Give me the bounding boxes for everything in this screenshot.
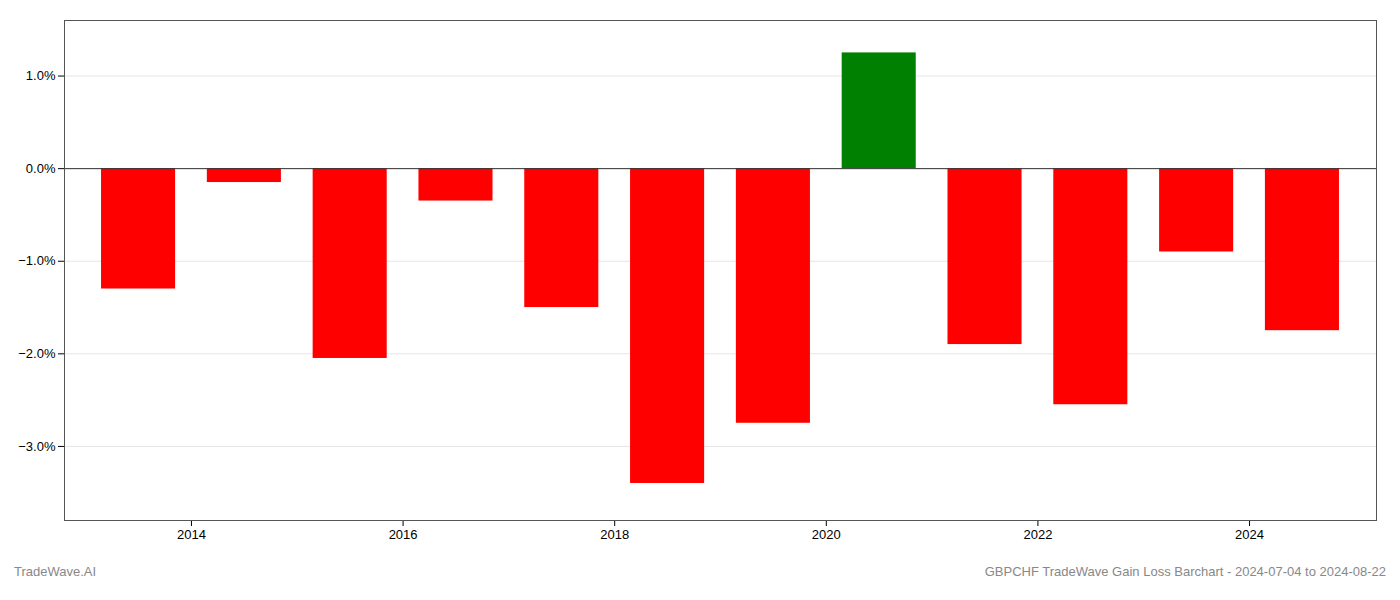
svg-text:2022: 2022 [1023,527,1052,542]
svg-text:2014: 2014 [177,527,206,542]
html-text:GBPCHF TradeWave Gain Loss Bar: GBPCHF TradeWave Gain Loss Barchart - 20… [984,564,1386,579]
svg-text:−3.0%: −3.0% [18,439,56,454]
svg-text:−1.0%: −1.0% [18,253,56,268]
svg-text:2024: 2024 [1235,527,1264,542]
html-text:TradeWave.AI: TradeWave.AI [14,564,97,579]
svg-text:2018: 2018 [600,527,629,542]
svg-text:−2.0%: −2.0% [18,346,56,361]
svg-text:1.0%: 1.0% [26,68,56,83]
svg-text:2020: 2020 [812,527,841,542]
svg-text:0.0%: 0.0% [26,161,56,176]
svg-text:2016: 2016 [389,527,418,542]
